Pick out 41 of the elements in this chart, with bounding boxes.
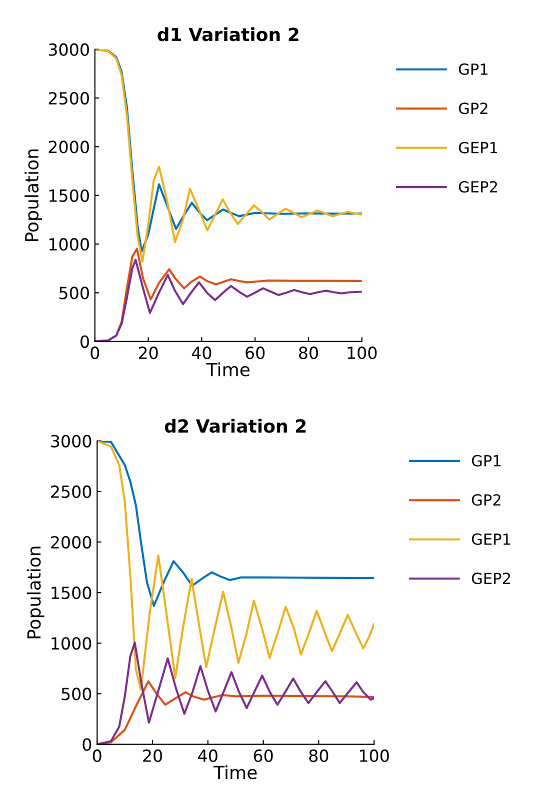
- chart-title: d2 Variation 2: [164, 418, 306, 433]
- legend-label: GP1: [472, 454, 500, 466]
- x-axis-title: Time: [213, 765, 257, 780]
- x-tick-label: 40: [198, 749, 218, 762]
- y-tick-label: 1000: [49, 238, 89, 251]
- y-tick-label: 500: [62, 688, 92, 700]
- y-axis-title: Population: [26, 546, 44, 638]
- x-tick-label: 0: [92, 749, 102, 762]
- x-tick-label: 0: [90, 346, 100, 360]
- x-tick-label: 80: [298, 346, 318, 360]
- y-tick-label: 3000: [51, 434, 92, 448]
- y-tick-label: 3000: [48, 43, 89, 56]
- y-tick-label: 2000: [51, 536, 92, 549]
- y-tick-label: 1500: [52, 586, 92, 600]
- line-series: [97, 440, 374, 691]
- y-tick-label: 1000: [52, 637, 92, 650]
- legend-label: GEP1: [458, 142, 498, 154]
- x-tick-label: 80: [309, 749, 328, 762]
- legend-label: GP2: [472, 494, 500, 506]
- y-axis-title: Population: [24, 149, 42, 242]
- legend-label: GEP1: [472, 533, 510, 545]
- y-tick-label: 2500: [48, 92, 89, 105]
- legend-label: GEP2: [458, 181, 497, 193]
- chart-title: d1 Variation 2: [158, 27, 298, 42]
- x-tick-label: 60: [254, 749, 273, 762]
- x-tick-label: 100: [348, 346, 377, 360]
- y-tick-label: 1500: [49, 189, 89, 202]
- legend-label: GP2: [458, 102, 488, 114]
- x-tick-label: 20: [138, 346, 158, 360]
- y-tick-label: 0: [80, 335, 89, 348]
- x-axis-title: Time: [206, 362, 250, 376]
- y-tick-label: 2000: [48, 140, 89, 154]
- x-tick-label: 20: [143, 749, 162, 762]
- y-tick-label: 0: [82, 738, 92, 751]
- x-tick-label: 40: [192, 346, 212, 360]
- legend-label: GP1: [458, 63, 488, 75]
- x-tick-label: 60: [246, 346, 265, 360]
- x-tick-label: 100: [360, 749, 389, 762]
- legend-label: GEP2: [472, 572, 510, 584]
- y-tick-label: 2500: [51, 485, 92, 498]
- y-tick-label: 500: [60, 286, 89, 300]
